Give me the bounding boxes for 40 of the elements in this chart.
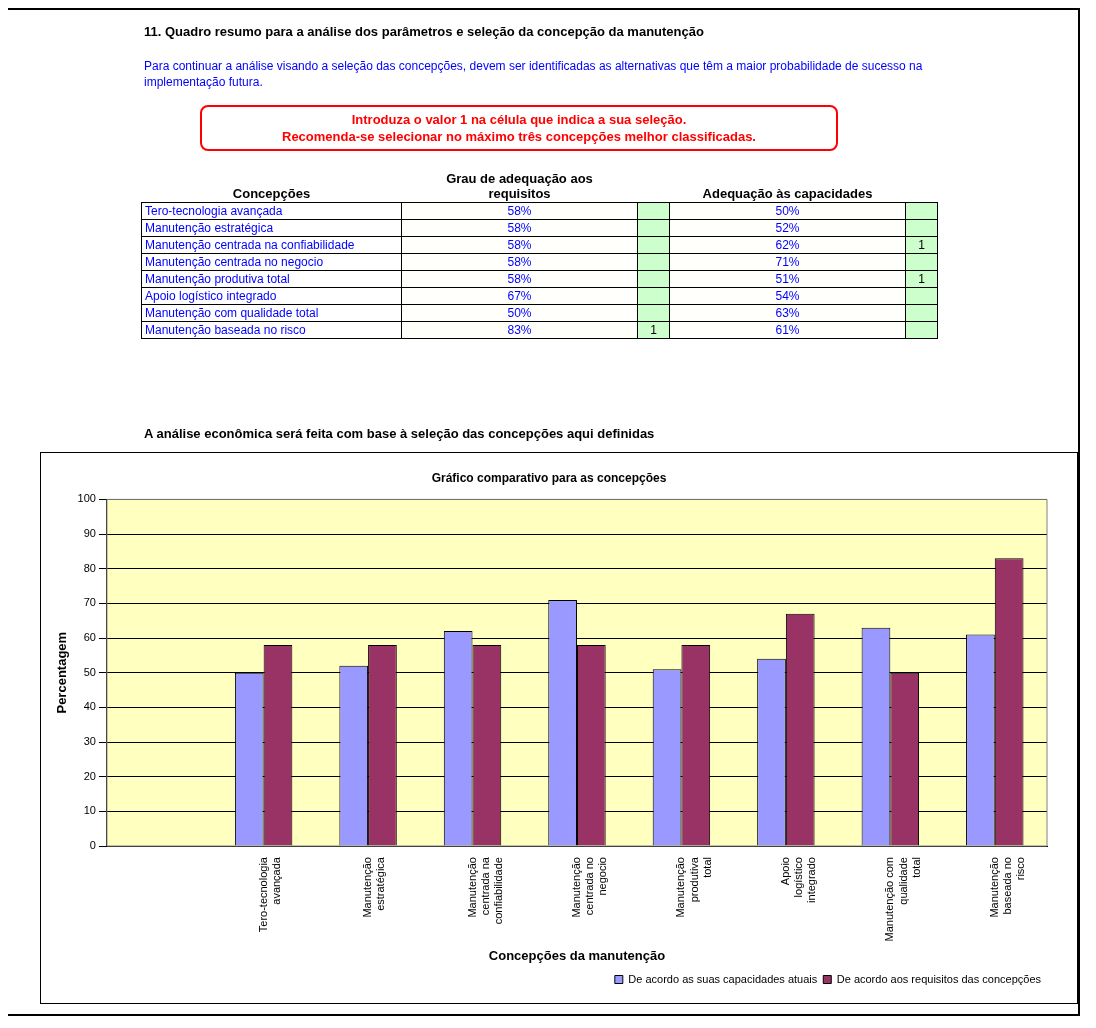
- y-tick-label: Manutenção produtiva total: [141, 270, 402, 288]
- x-tick-label: Grau de adequação aos requisitos: [445, 171, 594, 201]
- table-cell: 50%: [669, 202, 906, 220]
- legend-label: De acordo as suas capacidades atuais: [628, 972, 818, 985]
- y-tick-label: 60: [83, 631, 96, 644]
- y-tick-label: 70: [83, 596, 96, 609]
- x-tick-label: Manutenção produtiva total: [674, 856, 713, 918]
- y-tick-label: 50: [83, 665, 96, 678]
- x-tick-label: Manutenção com qualidade total: [883, 857, 922, 942]
- y-tick-label: Manutenção baseada no risco: [141, 321, 402, 339]
- x-axis-title: Concepções da manutenção: [488, 947, 666, 963]
- x-tick-label: Adequação às capacidades: [701, 186, 874, 201]
- x-tick-label: Apoio logístico integrado: [778, 857, 818, 903]
- y-tick-label: Apoio logístico integrado: [141, 287, 402, 305]
- y-tick-label: Manutenção centrada no negocio: [141, 253, 402, 271]
- y-tick-label: 80: [83, 561, 96, 574]
- x-tick-label: Manutenção baseada no risco: [987, 857, 1027, 918]
- legend-label: De acordo aos requisitos das concepções: [836, 972, 1042, 985]
- y-tick-label: 0: [89, 839, 96, 852]
- y-axis-title: Concepções: [231, 185, 312, 203]
- y-tick-label: 20: [83, 769, 96, 782]
- y-tick-label: Tero-tecnologia avançada: [141, 202, 402, 220]
- x-tick-label: Manutenção centrada no negocio: [570, 857, 609, 918]
- x-tick-label: Manutenção centrada na confiabilidade: [465, 856, 504, 925]
- chart-subtitle: Para continuar a análise visando a seleção das concepções, devem ser identificadas as alternativas que têm a maior probabilidade de sucesso na implementação futura.: [144, 58, 924, 90]
- y-tick-label: Manutenção com qualidade total: [141, 304, 402, 322]
- chart-title: Gráfico comparativo para as concepções: [431, 470, 667, 485]
- y-tick-label: Manutenção centrada na confiabilidade: [141, 236, 402, 254]
- y-tick-label: 40: [83, 700, 96, 713]
- text: Recomenda-se selecionar no máximo três concepções melhor classificadas.: [281, 128, 757, 145]
- text: Introduza o valor 1 na célula que indica a sua seleção.: [350, 111, 688, 128]
- chart-title: 11. Quadro resumo para a análise dos parâmetros e seleção da concepção da manutenção: [144, 24, 704, 39]
- y-tick-label: Manutenção estratégica: [141, 219, 402, 237]
- y-tick-label: 10: [83, 804, 96, 817]
- text: A análise econômica será feita com base à seleção das concepções aqui definidas: [144, 426, 656, 443]
- table-cell: 58%: [401, 202, 638, 220]
- y-tick-label: 90: [83, 527, 96, 540]
- y-axis-title: Percentagem: [54, 631, 70, 714]
- y-tick-label: 100: [77, 492, 96, 505]
- y-tick-label: 30: [83, 735, 96, 748]
